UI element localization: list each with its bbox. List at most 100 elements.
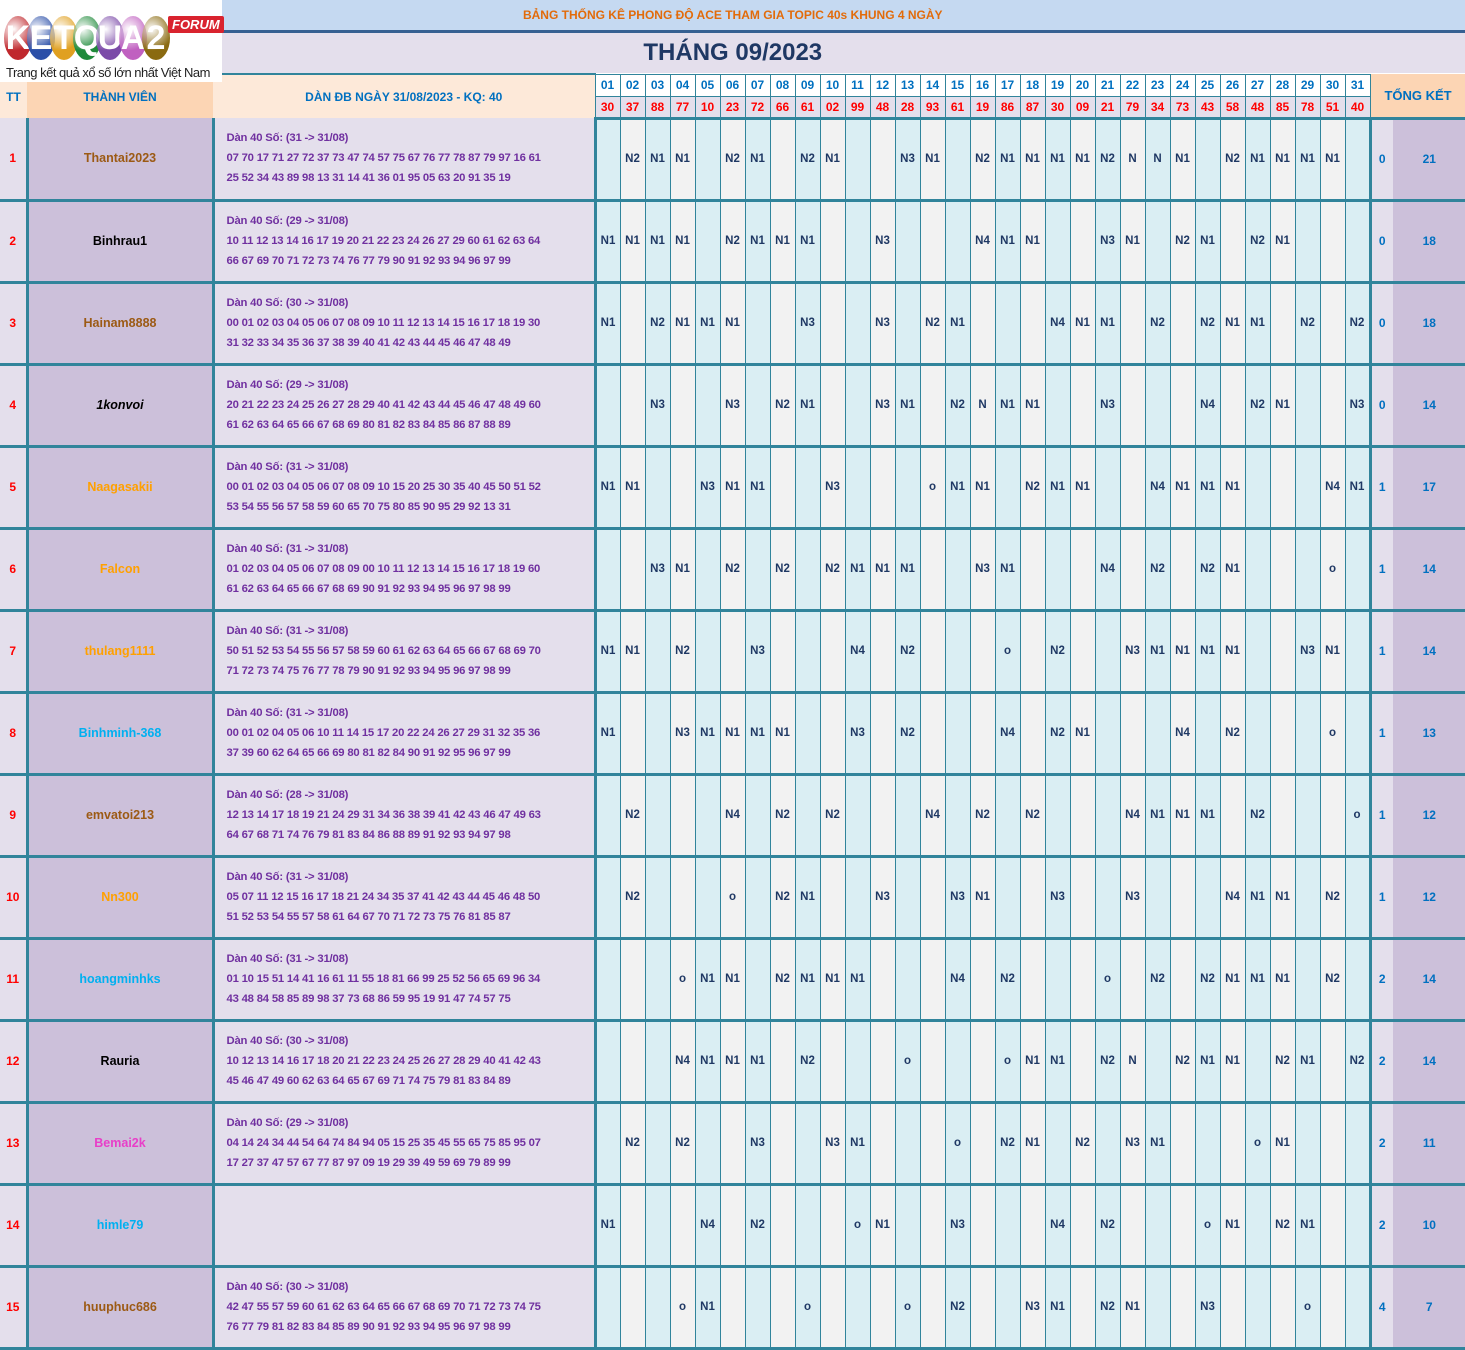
row-number: 15 xyxy=(0,1266,29,1350)
day-cell: N2 xyxy=(1319,938,1345,1022)
day-cell xyxy=(1319,364,1345,448)
day-cell: N2 xyxy=(669,1102,695,1186)
dan-numbers: Dàn 40 Số: (31 -> 31/08) 00 01 02 04 05 0… xyxy=(213,692,597,776)
day-cell: N1 xyxy=(719,446,745,530)
day-cell xyxy=(1269,692,1295,776)
dan-numbers: Dàn 40 Số: (31 -> 31/08) 05 07 11 12 15 1… xyxy=(213,856,597,940)
day-result: 21 xyxy=(1094,95,1121,120)
dan-line: 04 14 24 34 44 54 64 74 84 94 05 15 25 3… xyxy=(226,1137,541,1149)
day-cell: N2 xyxy=(1294,282,1320,366)
day-cell xyxy=(994,1184,1020,1268)
day-cell xyxy=(1344,692,1370,776)
day-cell xyxy=(1144,364,1170,448)
day-result: 93 xyxy=(919,95,946,120)
logo-tagline: Trang kết quả xổ số lớn nhất Việt Nam xyxy=(6,65,210,80)
day-result: 34 xyxy=(1144,95,1171,120)
dan-title: Dàn 40 Số: (31 -> 31/08) xyxy=(226,871,349,883)
day-cell xyxy=(744,938,770,1022)
day-cell xyxy=(819,1184,845,1268)
summary-total: 14 xyxy=(1393,528,1465,612)
day-cell xyxy=(769,446,795,530)
dan-line: 42 47 55 57 59 60 61 62 63 64 65 66 67 6… xyxy=(226,1301,541,1313)
day-header: 03 xyxy=(644,73,671,97)
day-cell xyxy=(819,856,845,940)
day-cell: N1 xyxy=(594,282,620,366)
day-cell: o xyxy=(1319,528,1345,612)
member-name: Binhrau1 xyxy=(27,200,215,284)
day-cell xyxy=(644,938,670,1022)
day-cell xyxy=(1044,528,1070,612)
day-cell xyxy=(1169,282,1195,366)
day-cell: N4 xyxy=(969,200,995,284)
day-cell: o xyxy=(669,938,695,1022)
day-cell: N1 xyxy=(1069,118,1095,202)
day-cell xyxy=(969,1102,995,1186)
day-cell: N3 xyxy=(869,856,895,940)
summary-total: 18 xyxy=(1393,282,1465,366)
day-cell: N1 xyxy=(794,856,820,940)
day-cell xyxy=(594,774,620,858)
day-cell: N3 xyxy=(1094,364,1120,448)
day-cell: N1 xyxy=(1219,528,1245,612)
member-row: 8 Binhminh-368 Dàn 40 Số: (31 -> 31/08) 00 … xyxy=(0,692,1465,776)
day-cell: N1 xyxy=(1219,610,1245,694)
day-cell: N1 xyxy=(1019,1102,1045,1186)
day-cell: N1 xyxy=(1194,446,1220,530)
day-cell: N2 xyxy=(1069,1102,1095,1186)
member-name: Rauria xyxy=(27,1020,215,1104)
summary-total: 14 xyxy=(1393,1020,1465,1104)
day-cell: N2 xyxy=(894,692,920,776)
day-cell: N1 xyxy=(669,200,695,284)
day-cell: N1 xyxy=(769,200,795,284)
day-result: 61 xyxy=(944,95,971,120)
day-cell xyxy=(1119,364,1145,448)
day-cell xyxy=(1244,446,1270,530)
day-cell xyxy=(594,1020,620,1104)
day-cell: o xyxy=(894,1266,920,1350)
day-cell xyxy=(969,1020,995,1104)
day-cell: N1 xyxy=(994,364,1020,448)
day-cell: N1 xyxy=(1119,1266,1145,1350)
day-cell xyxy=(944,200,970,284)
day-cell: N1 xyxy=(1219,938,1245,1022)
day-cell xyxy=(1069,364,1095,448)
day-cell: N2 xyxy=(969,118,995,202)
day-header: 24 xyxy=(1169,73,1196,97)
day-cell: N4 xyxy=(1144,446,1170,530)
summary-total: 17 xyxy=(1393,446,1465,530)
row-number: 14 xyxy=(0,1184,29,1268)
day-cell: o xyxy=(994,1020,1020,1104)
day-cell xyxy=(1269,528,1295,612)
day-cell xyxy=(694,1102,720,1186)
day-cell xyxy=(1119,446,1145,530)
dan-line: 50 51 52 53 54 55 56 57 58 59 60 61 62 6… xyxy=(226,645,541,657)
day-cell xyxy=(619,1266,645,1350)
row-number: 13 xyxy=(0,1102,29,1186)
day-cell: N1 xyxy=(1269,938,1295,1022)
day-cell: N1 xyxy=(1219,1184,1245,1268)
day-cell: N1 xyxy=(1019,1020,1045,1104)
row-number: 1 xyxy=(0,118,29,202)
day-cell xyxy=(794,1102,820,1186)
logo-letter: 2 xyxy=(142,16,170,60)
day-cell: N3 xyxy=(1294,610,1320,694)
day-result: 48 xyxy=(1244,95,1271,120)
day-cell xyxy=(1044,364,1070,448)
day-cell: N1 xyxy=(1219,282,1245,366)
day-cell xyxy=(594,118,620,202)
day-cell xyxy=(744,528,770,612)
dan-line: 64 67 68 71 74 76 79 81 83 84 86 88 89 9… xyxy=(226,829,511,841)
day-cell xyxy=(844,364,870,448)
day-cell: N2 xyxy=(1144,282,1170,366)
day-cell: N1 xyxy=(719,938,745,1022)
day-cell xyxy=(594,364,620,448)
day-cell: N1 xyxy=(669,118,695,202)
day-cell xyxy=(844,282,870,366)
day-cell xyxy=(894,446,920,530)
day-cell: N1 xyxy=(619,446,645,530)
day-cell: N1 xyxy=(1169,774,1195,858)
summary-count: 2 xyxy=(1368,938,1393,1022)
day-cell: N1 xyxy=(1144,1102,1170,1186)
day-cell: o xyxy=(794,1266,820,1350)
day-cell: N1 xyxy=(994,200,1020,284)
